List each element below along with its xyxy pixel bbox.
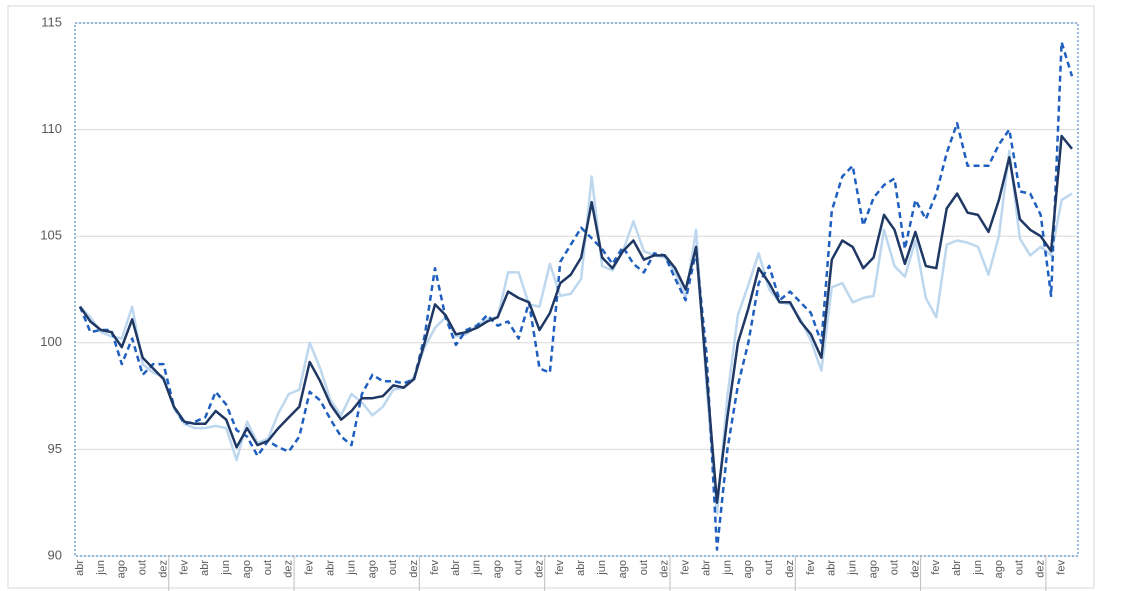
x-tick-label: ago <box>868 560 880 578</box>
y-tick-label: 110 <box>41 121 62 136</box>
series-line <box>78 134 1073 504</box>
y-tick-label: 95 <box>48 441 62 456</box>
x-tick-label: ago <box>241 560 253 578</box>
x-tick-label: abr <box>826 560 838 576</box>
x-tick-label: dez <box>157 560 169 578</box>
x-tick-label: jun <box>847 560 859 576</box>
series-line <box>78 40 1074 551</box>
x-tick-label: dez <box>909 560 921 578</box>
y-tick-label: 115 <box>41 14 62 29</box>
x-tick-label: out <box>387 560 399 575</box>
chart-frame <box>7 5 1095 589</box>
x-tick-label: fev <box>680 560 692 575</box>
x-tick-label: abr <box>951 560 963 576</box>
x-tick-label: ago <box>742 560 754 578</box>
x-tick-label: fev <box>178 560 190 575</box>
x-tick-label: fev <box>429 560 441 575</box>
x-tick-label: dez <box>283 560 295 578</box>
x-tick-label: fev <box>805 560 817 575</box>
x-tick-label: abr <box>74 560 86 576</box>
x-tick-label: fev <box>304 560 316 575</box>
x-tick-label: out <box>1014 560 1026 575</box>
x-tick-label: ago <box>492 560 504 578</box>
x-tick-label: ago <box>993 560 1005 578</box>
x-tick-label: abr <box>325 560 337 576</box>
y-tick-label: 90 <box>48 547 62 562</box>
plot-border <box>74 22 1079 557</box>
x-tick-label: jun <box>596 560 608 576</box>
x-tick-label: fev <box>930 560 942 575</box>
x-tick-label: fev <box>554 560 566 575</box>
x-tick-label: out <box>512 560 524 575</box>
x-tick-label: dez <box>1035 560 1047 578</box>
x-tick-label: jun <box>721 560 733 576</box>
x-tick-label: jun <box>972 560 984 576</box>
x-tick-label: dez <box>784 560 796 578</box>
x-tick-label: jun <box>95 560 107 576</box>
x-tick-label: jun <box>471 560 483 576</box>
x-tick-label: abr <box>450 560 462 576</box>
y-tick-label: 105 <box>40 228 62 243</box>
x-tick-label: ago <box>366 560 378 578</box>
x-tick-label: fev <box>1055 560 1067 575</box>
x-tick-label: jun <box>220 560 232 576</box>
x-tick-label: dez <box>533 560 545 578</box>
x-tick-label: ago <box>617 560 629 578</box>
x-tick-label: abr <box>700 560 712 576</box>
x-tick-label: out <box>638 560 650 575</box>
x-tick-label: out <box>137 560 149 575</box>
x-tick-label: out <box>262 560 274 575</box>
x-tick-label: ago <box>116 560 128 578</box>
x-tick-label: abr <box>575 560 587 576</box>
x-tick-label: abr <box>199 560 211 576</box>
x-tick-label: dez <box>408 560 420 578</box>
y-tick-label: 100 <box>40 334 62 349</box>
x-tick-label: out <box>763 560 775 575</box>
x-tick-label: dez <box>659 560 671 578</box>
x-tick-label: out <box>888 560 900 575</box>
x-tick-label: jun <box>345 560 357 576</box>
series-line <box>79 149 1073 515</box>
